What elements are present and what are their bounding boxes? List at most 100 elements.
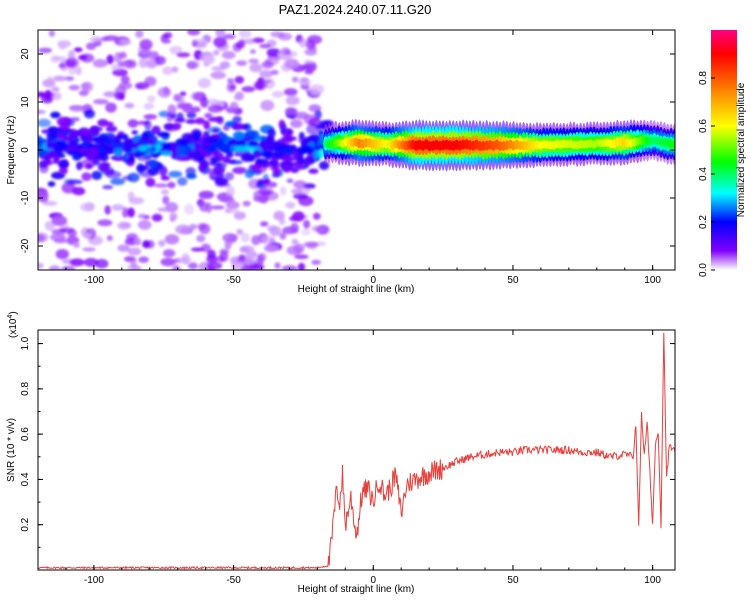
heatmap-blob [135,30,144,38]
heatmap-blob [68,84,81,91]
heatmap-blob [290,222,299,234]
x-tick-label: 50 [507,575,519,586]
heatmap-blob [106,235,113,242]
heatmap-blob [165,202,179,213]
heatmap-blob [38,262,44,269]
colorbar-tick-label: 0.8 [698,71,709,85]
heatmap-blob [126,233,139,241]
heatmap-blob [311,259,321,265]
y-tick-label: 0 [20,147,31,153]
heatmap-blob [164,234,180,245]
heatmap-blob [232,116,242,123]
heatmap-blob [117,221,131,230]
heatmap-blob [212,128,220,133]
heatmap-blob [85,42,97,50]
heatmap-blob [173,117,186,123]
heatmap-blob [291,238,299,245]
heatmap-blob [302,63,314,70]
heatmap-blob [229,101,239,109]
heatmap-blob [311,225,323,232]
heatmap-blob [290,167,299,174]
heatmap-blob [50,111,61,119]
heatmap-blob [47,126,59,134]
heatmap-blob [199,96,209,108]
heatmap-blob [169,45,183,55]
heatmap-blob [97,162,110,172]
heatmap-blob [138,145,147,152]
heatmap-blob [45,142,58,148]
heatmap-blob [168,170,183,178]
heatmap-blob [54,238,68,244]
colorbar-tick-label: 0.2 [698,215,709,229]
heatmap-blob [309,84,325,95]
heatmap-blob [185,119,197,124]
heatmap-blob [46,131,60,141]
heatmap-blob [217,255,225,263]
heatmap-blob [285,95,300,106]
heatmap-blob [251,235,261,246]
snr-x-axis-label: Height of straight line (km) [298,584,415,595]
heatmap-blob [65,57,80,69]
y-tick-label: 0.8 [20,381,31,395]
heatmap-blob [271,156,279,166]
heatmap-blob [60,265,76,270]
heatmap-blob [111,204,125,211]
heatmap-blob [47,76,54,85]
heatmap-blob [213,36,227,48]
heatmap-blob [157,87,172,98]
heatmap-blob [278,217,286,225]
heatmap-band-cell [671,140,675,149]
heatmap-blob [43,160,54,166]
heatmap-blob [293,243,305,254]
heatmap-blob [161,151,172,157]
heatmap-blob [234,91,245,101]
heatmap-blob [236,228,244,235]
heatmap-blob [192,131,202,141]
heatmap-blob [224,172,235,181]
heatmap-blob [260,100,275,111]
heatmap-blob [202,141,210,149]
heatmap-blob [68,141,77,148]
heatmap-blob [219,156,231,162]
heatmap-blob [95,258,109,269]
heatmap-blob [189,223,198,230]
heatmap-blob [191,39,198,47]
heatmap-blob [151,125,161,135]
y-tick-label: -10 [20,190,31,205]
heatmap-blob [69,106,85,113]
heatmap-blob [181,132,195,141]
heatmap-blob [179,102,193,108]
heatmap-blob [179,139,191,146]
heatmap-blob [202,54,215,65]
heatmap-blob [263,244,278,253]
heatmap-blob [80,202,93,212]
heatmap-blob [241,86,256,93]
heatmap-blob [236,60,248,66]
heatmap-blob [83,232,91,239]
heatmap-blob [57,40,72,48]
heatmap-blob [244,38,256,45]
heatmap-blob [232,166,247,175]
heatmap-blob [214,177,229,186]
chart-title: PAZ1.2024.240.07.11.G20 [278,2,432,17]
heatmap-blob [265,135,275,145]
heatmap-blob [263,178,271,185]
heatmap-blob [294,254,309,260]
heatmap-blob [105,169,115,175]
heatmap-blob [41,129,50,134]
heatmap-blob [226,78,235,83]
heatmap-blob [278,32,292,41]
heatmap-blob [169,212,178,220]
heatmap-blob [290,119,303,128]
heatmap-blob [284,58,300,70]
heatmap-blob [147,167,160,176]
y-tick-label: 1.0 [20,336,31,350]
heatmap-blob [69,258,85,267]
heatmap-blob [318,161,330,170]
heatmap-blob [234,145,248,151]
y-tick-label: -20 [20,238,31,253]
heatmap-blob [81,172,92,182]
heatmap-blob [176,145,187,155]
heatmap-blob [248,58,260,64]
heatmap-blob [245,250,258,259]
